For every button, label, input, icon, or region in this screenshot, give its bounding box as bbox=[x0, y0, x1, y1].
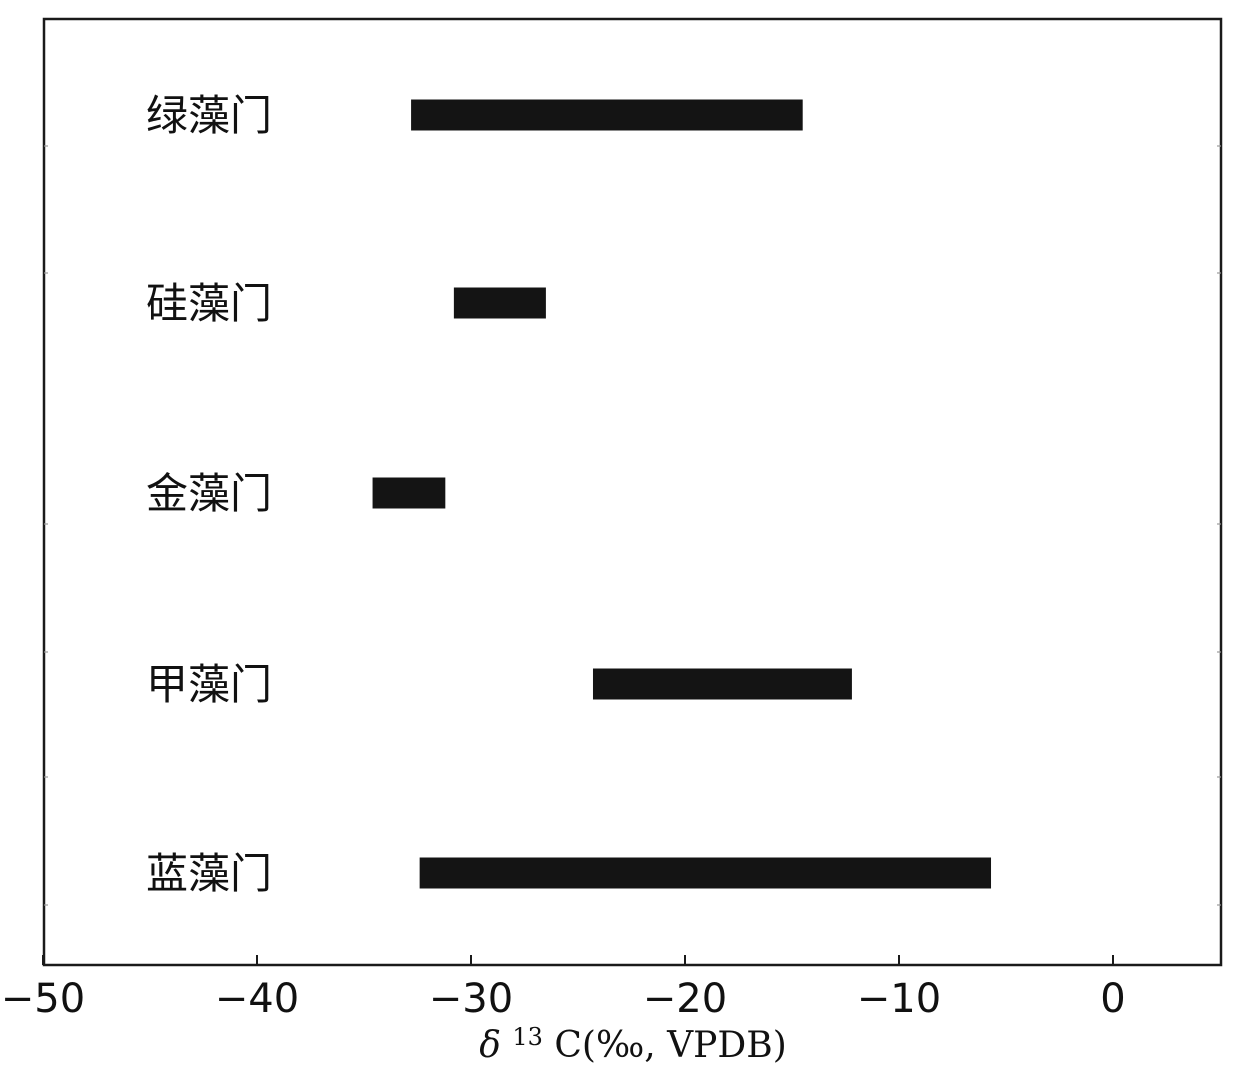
x-tick-label: −50 bbox=[1, 976, 85, 1022]
x-tick-label: −30 bbox=[429, 976, 513, 1022]
bars bbox=[372, 99, 992, 889]
category-label: 绿藻门 bbox=[146, 91, 272, 140]
category-label: 硅藻门 bbox=[146, 279, 272, 328]
range-bar bbox=[453, 287, 546, 319]
x-tick-label: −10 bbox=[857, 976, 941, 1022]
range-bar bbox=[372, 477, 446, 509]
category-label: 金藻门 bbox=[146, 469, 272, 518]
x-axis-label-main: C(‰, VPDB) bbox=[554, 1025, 786, 1066]
x-axis-label-delta: δ bbox=[479, 1025, 501, 1066]
range-bar bbox=[592, 668, 852, 700]
range-bar bbox=[411, 99, 803, 131]
x-tick-label: −20 bbox=[643, 976, 727, 1022]
x-tick-label: 0 bbox=[1100, 976, 1125, 1022]
x-tick-label: −40 bbox=[215, 976, 299, 1022]
plot-frame bbox=[42, 17, 1223, 967]
x-axis-label-sup: 13 bbox=[512, 1023, 543, 1051]
x-axis-label: δ 13 C(‰, VPDB) bbox=[479, 1013, 787, 1066]
category-label: 甲藻门 bbox=[146, 660, 272, 709]
category-label: 蓝藻门 bbox=[146, 849, 272, 898]
x-axis-ticks: −50 −40 −30 −20 −10 0 bbox=[1, 955, 1126, 1022]
y-tick-marks bbox=[44, 145, 1221, 906]
range-bar bbox=[419, 857, 992, 889]
